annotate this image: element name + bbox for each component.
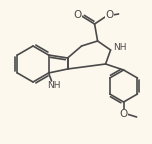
Text: O: O [119,109,128,119]
Text: NH: NH [113,42,126,52]
Text: NH: NH [47,82,60,90]
Text: O: O [105,10,114,20]
Text: O: O [73,10,82,20]
